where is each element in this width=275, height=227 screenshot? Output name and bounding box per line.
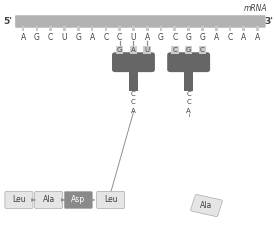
Bar <box>130 47 137 54</box>
Bar <box>91 26 94 31</box>
Bar <box>118 26 121 31</box>
Text: Asp: Asp <box>71 195 85 205</box>
Text: C: C <box>186 99 191 106</box>
Text: G: G <box>186 33 192 42</box>
Text: Leu: Leu <box>12 195 26 205</box>
Bar <box>160 26 163 31</box>
Bar <box>129 69 138 91</box>
Text: U: U <box>145 47 150 53</box>
Bar <box>184 69 193 91</box>
Text: U: U <box>62 33 67 42</box>
Bar <box>35 26 38 31</box>
Text: G: G <box>75 33 81 42</box>
Text: C: C <box>131 91 136 97</box>
Bar <box>63 26 66 31</box>
Text: 3': 3' <box>264 17 273 26</box>
Bar <box>229 26 231 31</box>
FancyBboxPatch shape <box>64 191 92 209</box>
Text: C: C <box>200 47 205 53</box>
Text: C: C <box>172 33 177 42</box>
Text: G: G <box>199 33 205 42</box>
Text: Ala: Ala <box>200 201 213 210</box>
Text: G: G <box>158 33 164 42</box>
Text: A: A <box>131 108 136 114</box>
Text: A: A <box>255 33 260 42</box>
Text: A: A <box>186 108 191 114</box>
Bar <box>50 26 52 31</box>
Text: C: C <box>227 33 233 42</box>
Bar <box>104 26 107 31</box>
Text: C: C <box>186 91 191 97</box>
Text: Leu: Leu <box>104 195 117 205</box>
Text: A: A <box>241 33 246 42</box>
Text: C: C <box>172 47 177 53</box>
Text: A: A <box>131 47 136 53</box>
FancyBboxPatch shape <box>191 195 222 217</box>
Bar <box>146 26 148 31</box>
Text: A: A <box>145 33 150 42</box>
Bar <box>201 26 204 31</box>
FancyBboxPatch shape <box>97 191 125 209</box>
Text: C: C <box>131 99 136 106</box>
Text: U: U <box>131 33 136 42</box>
Bar <box>215 26 218 31</box>
Text: G: G <box>186 47 191 53</box>
Text: Ala: Ala <box>43 195 55 205</box>
Bar <box>116 47 123 54</box>
Text: C: C <box>48 33 53 42</box>
Bar <box>185 47 192 54</box>
Bar <box>256 26 259 31</box>
Text: A: A <box>214 33 219 42</box>
Bar <box>199 47 206 54</box>
Text: C: C <box>117 33 122 42</box>
FancyBboxPatch shape <box>112 52 155 72</box>
Text: A: A <box>21 33 26 42</box>
FancyBboxPatch shape <box>5 191 33 209</box>
Bar <box>77 26 80 31</box>
Text: G: G <box>117 47 122 53</box>
Bar <box>132 26 135 31</box>
FancyBboxPatch shape <box>167 52 210 72</box>
Bar <box>174 26 176 31</box>
Text: mRNA: mRNA <box>244 4 267 12</box>
FancyBboxPatch shape <box>35 191 63 209</box>
Bar <box>243 26 245 31</box>
Text: G: G <box>34 33 40 42</box>
Text: 5': 5' <box>4 17 13 26</box>
Bar <box>22 26 24 31</box>
FancyBboxPatch shape <box>15 15 266 28</box>
Bar <box>144 47 151 54</box>
Text: C: C <box>103 33 109 42</box>
Text: A: A <box>89 33 95 42</box>
Bar <box>171 47 179 54</box>
Bar <box>187 26 190 31</box>
